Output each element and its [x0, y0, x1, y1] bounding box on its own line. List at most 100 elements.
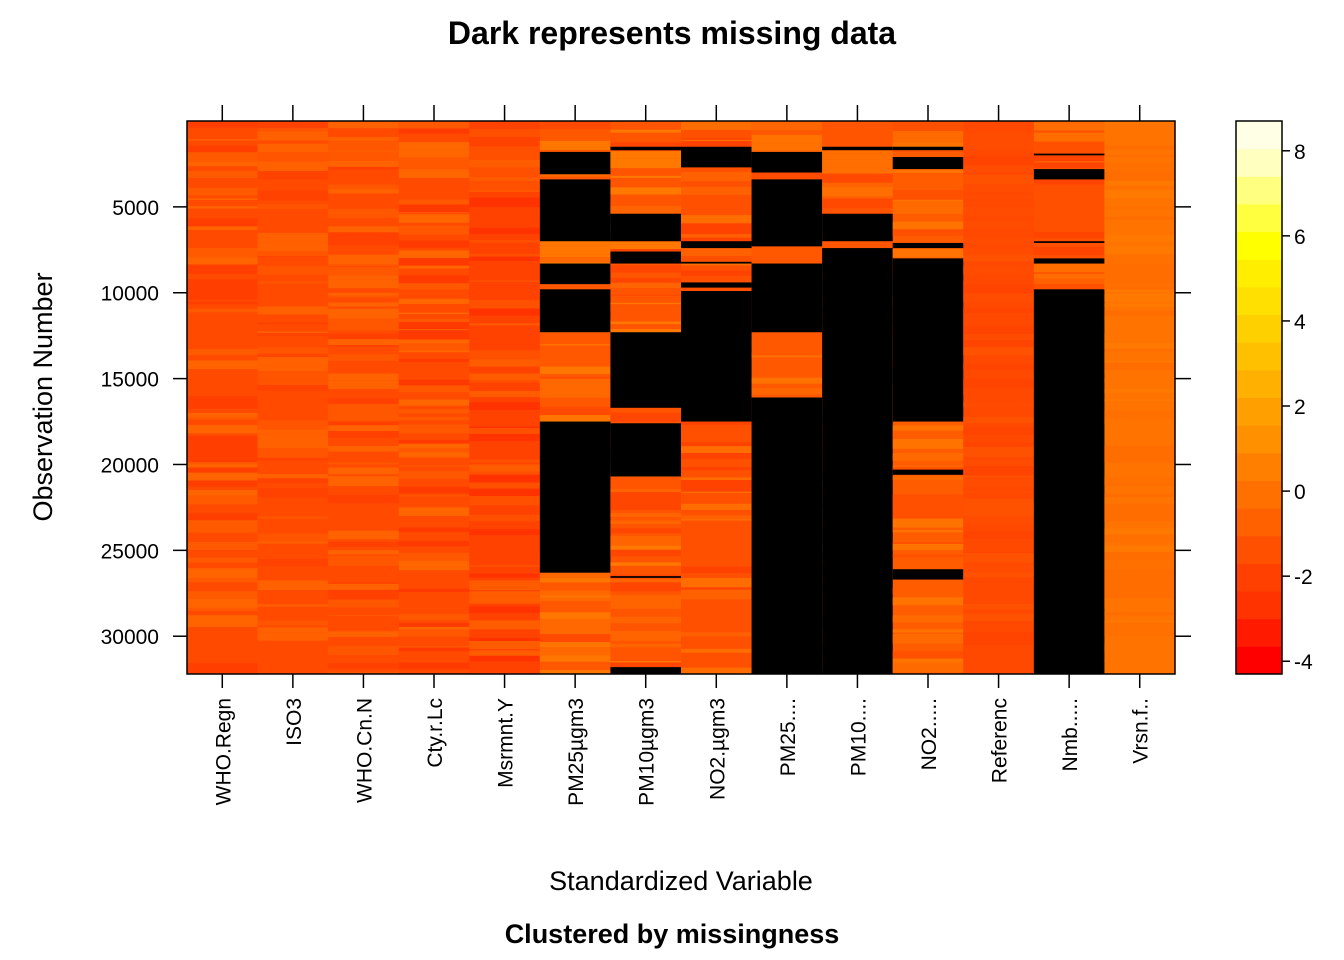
heatmap-stripe — [257, 242, 329, 251]
heatmap-stripe — [469, 391, 541, 398]
heatmap-stripe — [1104, 389, 1175, 394]
heatmap-stripe — [398, 214, 470, 223]
heatmap-stripe — [187, 198, 259, 200]
heatmap-stripe — [187, 279, 259, 288]
heatmap-stripe — [257, 353, 329, 355]
missing-block — [751, 179, 823, 247]
heatmap-stripe — [1104, 333, 1175, 343]
heatmap-stripe — [892, 201, 964, 205]
heatmap-stripe — [822, 182, 894, 187]
legend-swatch — [1236, 480, 1282, 509]
heatmap-stripe — [1104, 216, 1175, 220]
heatmap-stripe — [963, 561, 1035, 563]
heatmap-stripe — [469, 488, 541, 497]
heatmap-stripe — [187, 587, 259, 592]
heatmap-stripe — [328, 530, 400, 536]
heatmap-stripe — [398, 486, 470, 494]
heatmap-stripe — [610, 520, 682, 525]
heatmap-stripe — [681, 246, 753, 256]
heatmap-stripe — [681, 530, 753, 539]
heatmap-stripe — [539, 254, 611, 258]
heatmap-stripe — [892, 544, 964, 551]
heatmap-stripe — [892, 615, 964, 623]
heatmap-stripe — [469, 564, 541, 567]
heatmap-stripe — [610, 545, 682, 550]
x-tick-label: Msrmnt.Y — [495, 698, 518, 788]
x-tick-label: Referenc — [989, 698, 1012, 783]
heatmap-stripe — [681, 520, 753, 531]
missing-block — [681, 291, 753, 422]
heatmap-stripe — [963, 378, 1035, 389]
heatmap-stripe — [681, 566, 753, 573]
heatmap-stripe — [539, 669, 611, 674]
heatmap-stripe — [328, 121, 400, 129]
heatmap-stripe — [398, 128, 470, 134]
heatmap-stripe — [398, 171, 470, 178]
heatmap-stripe — [257, 274, 329, 282]
heatmap-stripe — [469, 428, 541, 434]
heatmap-stripe — [681, 442, 753, 444]
heatmap-column-12 — [963, 121, 1035, 674]
heatmap-stripe — [1033, 161, 1105, 163]
missing-block — [892, 258, 964, 422]
heatmap-stripe — [187, 413, 259, 417]
heatmap-stripe — [1033, 132, 1105, 142]
heatmap-stripe — [398, 212, 470, 214]
heatmap-stripe — [398, 304, 470, 313]
heatmap-stripe — [398, 247, 470, 251]
heatmap-stripe — [963, 353, 1035, 356]
heatmap-stripe — [1104, 511, 1175, 522]
heatmap-stripe — [681, 453, 753, 459]
heatmap-stripe — [469, 140, 541, 147]
heatmap-stripe — [892, 453, 964, 461]
heatmap-stripe — [469, 190, 541, 192]
heatmap-stripe — [187, 579, 259, 583]
heatmap-stripe — [1104, 264, 1175, 273]
heatmap-stripe — [892, 554, 964, 558]
heatmap-stripe — [257, 627, 329, 633]
heatmap-stripe — [469, 655, 541, 662]
heatmap-stripe — [1104, 659, 1175, 662]
legend-tick-label: 4 — [1294, 311, 1306, 334]
heatmap-stripe — [1104, 315, 1175, 321]
heatmap-stripe — [963, 446, 1035, 457]
heatmap-stripe — [398, 322, 470, 330]
heatmap-stripe — [398, 439, 470, 444]
heatmap-stripe — [257, 632, 329, 641]
heatmap-stripe — [1104, 559, 1175, 570]
heatmap-stripe — [328, 446, 400, 452]
heatmap-stripe — [187, 523, 259, 533]
heatmap-stripe — [539, 121, 611, 130]
heatmap-stripe — [257, 322, 329, 325]
heatmap-stripe — [681, 515, 753, 519]
heatmap-stripe — [539, 344, 611, 346]
heatmap-stripe — [963, 460, 1035, 467]
heatmap-stripe — [469, 482, 541, 489]
heatmap-stripe — [328, 614, 400, 617]
heatmap-stripe — [1104, 504, 1175, 512]
heatmap-stripe — [398, 446, 470, 449]
heatmap-stripe — [539, 619, 611, 625]
heatmap-stripe — [681, 141, 753, 150]
heatmap-stripe — [681, 518, 753, 521]
heatmap-stripe — [1104, 589, 1175, 599]
heatmap-stripe — [610, 206, 682, 215]
heatmap-stripe — [469, 181, 541, 191]
heatmap-stripe — [328, 184, 400, 190]
heatmap-stripe — [892, 587, 964, 595]
heatmap-stripe — [963, 318, 1035, 326]
heatmap-stripe — [187, 308, 259, 313]
heatmap-stripe — [328, 425, 400, 432]
heatmap-stripe — [469, 537, 541, 541]
heatmap-stripe — [963, 156, 1035, 166]
heatmap-stripe — [469, 267, 541, 277]
heatmap-stripe — [963, 221, 1035, 228]
heatmap-stripe — [1104, 161, 1175, 172]
heatmap-stripe — [398, 527, 470, 532]
heatmap-stripe — [257, 385, 329, 391]
heatmap-stripe — [187, 299, 259, 302]
heatmap-stripe — [1033, 177, 1105, 185]
heatmap-stripe — [892, 467, 964, 472]
heatmap-stripe — [1104, 528, 1175, 535]
heatmap-stripe — [1104, 281, 1175, 284]
